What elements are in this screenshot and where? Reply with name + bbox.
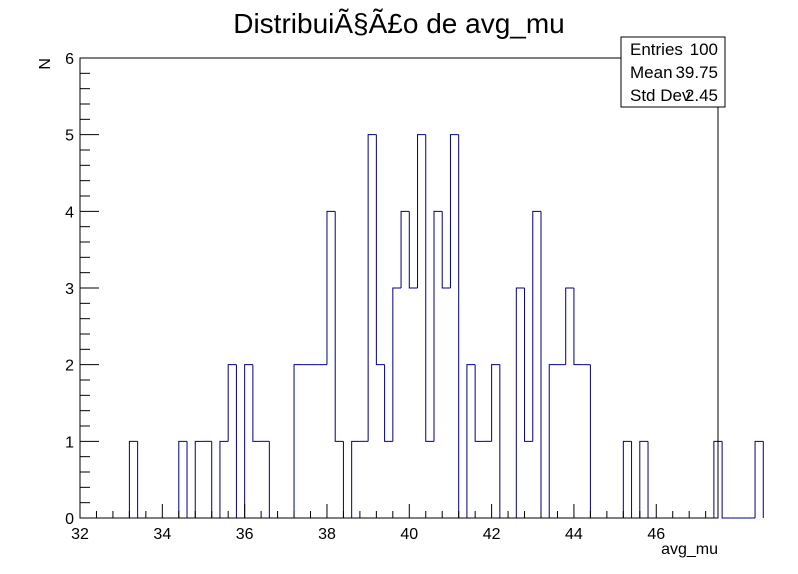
histogram-bin: [219, 440, 229, 518]
histogram-bin: [351, 440, 360, 518]
stats-entries-value: 100: [690, 40, 718, 59]
stats-stddev-value: 2.45: [685, 86, 718, 105]
y-tick-label: 5: [65, 128, 74, 145]
histogram-bin: [178, 440, 188, 518]
x-tick-label: 44: [565, 526, 583, 543]
y-tick-label: 6: [65, 51, 74, 68]
y-tick-label: 0: [65, 511, 74, 528]
histogram-bin: [565, 287, 574, 365]
x-tick-label: 42: [483, 526, 501, 543]
x-tick-label: 38: [318, 526, 336, 543]
histogram-bin: [384, 364, 393, 442]
histogram-bin: [449, 134, 459, 288]
stats-mean-label: Mean: [630, 63, 673, 82]
histogram-bin: [491, 364, 500, 442]
histogram-bin: [639, 440, 649, 518]
y-tick-label: 1: [65, 434, 74, 451]
histogram-bin: [334, 211, 344, 442]
histogram-bin: [417, 134, 426, 288]
histogram-bin: [128, 440, 138, 518]
histogram-bin: [713, 440, 723, 518]
stats-stddev-label: Std Dev: [630, 86, 691, 105]
x-tick-label: 34: [153, 526, 171, 543]
y-tick-label: 4: [65, 204, 74, 221]
stats-box: Entries 100 Mean 39.75 Std Dev 2.45: [620, 36, 726, 108]
histogram-bin: [408, 211, 418, 289]
histogram-bin: [721, 441, 731, 519]
histogram-bin: [466, 364, 476, 518]
x-tick-label: 40: [400, 526, 418, 543]
histogram-bin: [622, 440, 632, 518]
stats-entries-label: Entries: [630, 40, 683, 59]
histogram-bin: [515, 287, 525, 518]
y-axis-title: N: [37, 58, 54, 70]
histogram-bin: [326, 210, 336, 365]
histogram-bin: [392, 287, 402, 442]
histogram-bin: [441, 211, 451, 289]
histogram-bin: [194, 440, 204, 518]
histogram-bin: [548, 364, 558, 518]
histogram-bin: [252, 364, 262, 442]
histogram-bin: [474, 364, 484, 442]
histogram-bin: [433, 210, 443, 442]
stats-mean-value: 39.75: [675, 63, 718, 82]
x-axis-title: avg_mu: [661, 541, 718, 558]
y-tick-label: 3: [65, 281, 74, 298]
histogram-bin: [573, 288, 583, 366]
histogram-bin: [425, 134, 434, 442]
histogram-bin: [244, 364, 253, 518]
chart-title: DistribuiÃ§Ã£o de avg_mu: [233, 8, 565, 39]
stats-box-frame: [620, 36, 726, 108]
x-tick-label: 36: [236, 526, 254, 543]
histogram-bin: [293, 364, 303, 518]
histogram-bin: [532, 210, 542, 442]
histogram-bin: [524, 288, 533, 442]
histogram-bin: [754, 440, 764, 518]
x-tick-label: 46: [647, 526, 665, 543]
x-tick-label: 32: [71, 526, 89, 543]
histogram-bin: [375, 134, 385, 366]
histogram-bin: [367, 134, 377, 442]
histogram-bin: [400, 210, 410, 288]
y-tick-label: 2: [65, 358, 74, 375]
histogram-bin: [227, 364, 237, 442]
